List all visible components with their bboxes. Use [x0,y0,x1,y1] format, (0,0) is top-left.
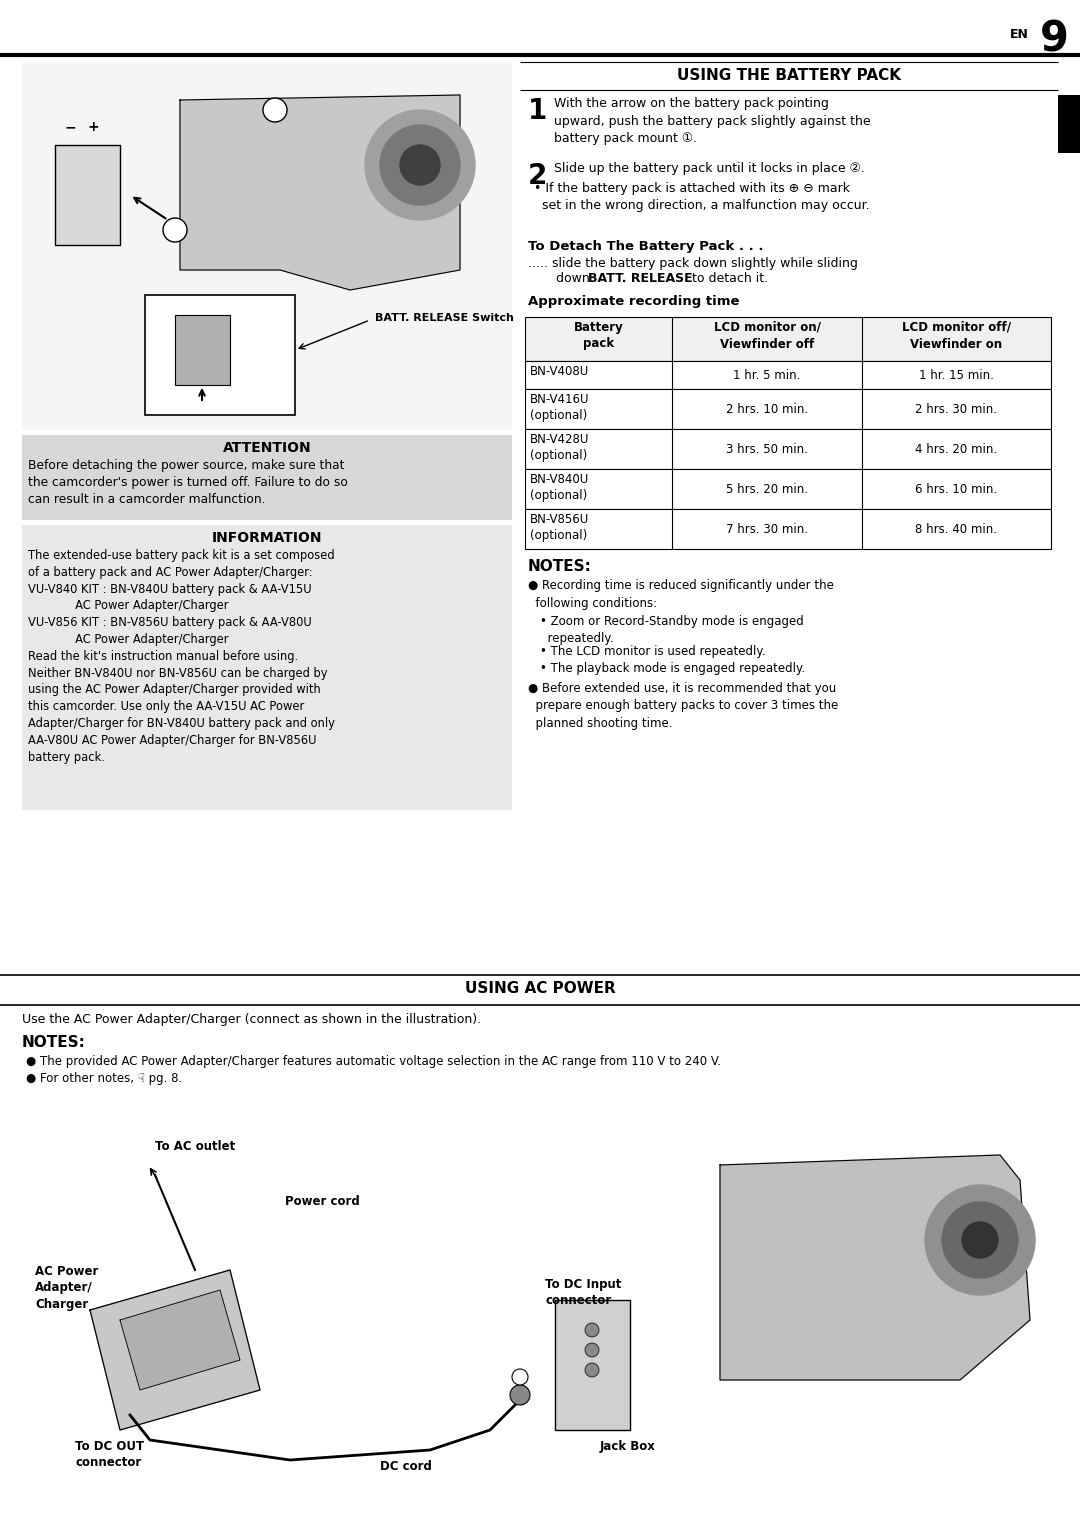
Circle shape [585,1363,599,1377]
Text: USING AC POWER: USING AC POWER [464,981,616,996]
Bar [525,469,1051,509]
Text: ATTENTION: ATTENTION [222,442,311,455]
Text: BATT. RELEASE: BATT. RELEASE [588,271,692,285]
Text: • Zoom or Record-Standby mode is engaged
  repeatedly.: • Zoom or Record-Standby mode is engaged… [540,615,804,645]
Text: Battery
pack: Battery pack [573,320,623,351]
Text: NOTES:: NOTES: [528,560,592,573]
Circle shape [163,218,187,242]
Bar [525,509,1051,549]
Text: To DC Input
connector: To DC Input connector [545,1279,621,1308]
Text: EN: EN [1010,28,1029,41]
Text: down: down [556,271,594,285]
Polygon shape [180,95,460,290]
Text: Use the AC Power Adapter/Charger (connect as shown in the illustration).: Use the AC Power Adapter/Charger (connec… [22,1013,481,1026]
Bar [555,1300,630,1430]
Text: 8 hrs. 40 min.: 8 hrs. 40 min. [916,523,997,537]
Text: Approximate recording time: Approximate recording time [528,294,740,308]
Text: 2 hrs. 10 min.: 2 hrs. 10 min. [726,403,808,415]
Text: −: − [64,120,76,133]
Circle shape [510,1384,530,1406]
Bar [525,360,1051,389]
Text: BN-V428U
(optional): BN-V428U (optional) [530,432,590,461]
Circle shape [264,98,287,123]
Text: BATT. RELEASE Switch: BATT. RELEASE Switch [375,313,514,323]
Text: To AC outlet: To AC outlet [156,1141,235,1153]
Text: 9: 9 [1040,18,1069,60]
Bar [175,314,230,385]
Circle shape [585,1323,599,1337]
Circle shape [380,126,460,205]
Text: 1 hr. 5 min.: 1 hr. 5 min. [733,369,800,382]
Text: 2: 2 [528,162,548,190]
Bar [22,435,512,520]
Bar [22,524,512,809]
Text: With the arrow on the battery pack pointing
upward, push the battery pack slight: With the arrow on the battery pack point… [554,97,870,146]
Text: LCD monitor on/
Viewfinder off: LCD monitor on/ Viewfinder off [714,320,821,351]
Text: Power cord: Power cord [285,1196,360,1208]
Circle shape [962,1222,998,1259]
Text: ● For other notes, ☟ pg. 8.: ● For other notes, ☟ pg. 8. [26,1072,183,1085]
Bar [55,146,120,245]
Text: USING THE BATTERY PACK: USING THE BATTERY PACK [677,67,901,83]
Bar [525,389,1051,429]
Text: BN-V416U
(optional): BN-V416U (optional) [530,392,590,422]
Text: 5 hrs. 20 min.: 5 hrs. 20 min. [726,483,808,497]
Text: 2 hrs. 30 min.: 2 hrs. 30 min. [916,403,997,415]
Text: ..... slide the battery pack down slightly while sliding: ..... slide the battery pack down slight… [528,258,858,270]
Text: ● Before extended use, it is recommended that you
  prepare enough battery packs: ● Before extended use, it is recommended… [528,682,838,730]
Text: BN-V408U: BN-V408U [530,365,590,379]
Text: ● The provided AC Power Adapter/Charger features automatic voltage selection in : ● The provided AC Power Adapter/Charger … [26,1055,721,1069]
Text: AC Power
Adapter/
Charger: AC Power Adapter/ Charger [35,1265,98,1311]
Text: The extended-use battery pack kit is a set composed
of a battery pack and AC Pow: The extended-use battery pack kit is a s… [28,549,335,763]
Circle shape [365,110,475,221]
Text: 1: 1 [528,97,548,126]
Circle shape [400,146,440,185]
Text: To Detach The Battery Pack . . .: To Detach The Battery Pack . . . [528,241,764,253]
Text: BN-V856U
(optional): BN-V856U (optional) [530,514,590,543]
Text: NOTES:: NOTES: [22,1035,86,1050]
Text: ● Recording time is reduced significantly under the
  following conditions:: ● Recording time is reduced significantl… [528,579,834,610]
Text: 3 hrs. 50 min.: 3 hrs. 50 min. [726,443,808,455]
Text: 6 hrs. 10 min.: 6 hrs. 10 min. [915,483,998,497]
Polygon shape [720,1154,1030,1380]
Polygon shape [120,1289,240,1390]
Text: BN-V840U
(optional): BN-V840U (optional) [530,474,590,501]
Bar [1058,95,1080,153]
Circle shape [512,1369,528,1384]
Text: Slide up the battery pack until it locks in place ②.: Slide up the battery pack until it locks… [554,162,865,175]
Text: 1 hr. 15 min.: 1 hr. 15 min. [919,369,994,382]
Text: 2: 2 [271,104,279,113]
Text: 1: 1 [172,224,178,235]
Text: • The playback mode is engaged repeatedly.: • The playback mode is engaged repeatedl… [540,662,805,675]
Bar [525,317,1051,360]
Text: • If the battery pack is attached with its ⊕ ⊖ mark
  set in the wrong direction: • If the battery pack is attached with i… [534,182,869,213]
Text: INFORMATION: INFORMATION [212,530,322,546]
Text: 4 hrs. 20 min.: 4 hrs. 20 min. [915,443,998,455]
Text: 7 hrs. 30 min.: 7 hrs. 30 min. [726,523,808,537]
Circle shape [924,1185,1035,1295]
Text: Jack Box: Jack Box [600,1439,656,1453]
Text: LCD monitor off/
Viewfinder on: LCD monitor off/ Viewfinder on [902,320,1011,351]
Bar [145,294,295,415]
Text: Before detaching the power source, make sure that
the camcorder's power is turne: Before detaching the power source, make … [28,458,348,506]
Text: • The LCD monitor is used repeatedly.: • The LCD monitor is used repeatedly. [540,645,766,658]
Bar [22,61,512,429]
Circle shape [942,1202,1018,1279]
Text: to detach it.: to detach it. [688,271,768,285]
Bar [525,429,1051,469]
Circle shape [585,1343,599,1357]
Text: To DC OUT
connector: To DC OUT connector [75,1439,144,1470]
Polygon shape [90,1269,260,1430]
Text: DC cord: DC cord [380,1459,432,1473]
Text: +: + [87,120,98,133]
